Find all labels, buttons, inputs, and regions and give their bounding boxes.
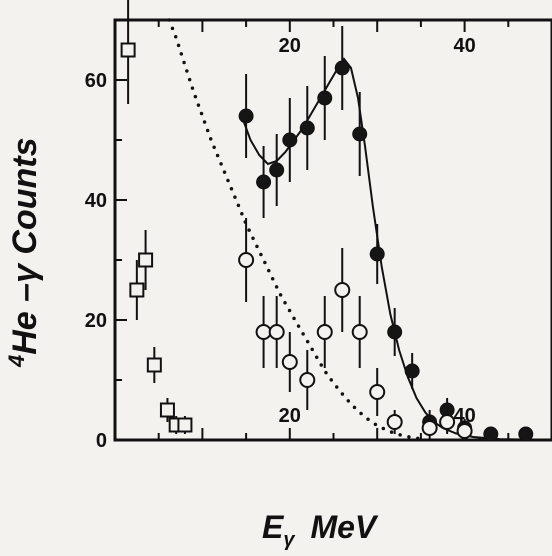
data-point-filled [238,108,254,124]
dotted-curve [167,18,423,441]
data-point-square [129,282,145,298]
data-point-filled [518,426,534,442]
data-point-square [146,357,162,373]
data-point-open [456,423,473,439]
plot-frame [113,18,552,442]
data-point-open [439,414,456,430]
data-point-filled [282,132,298,148]
fit-curves [167,18,535,441]
x-tick-label-bottom: 40 [453,405,475,427]
data-point-square [159,402,175,418]
y-tick-label: 0 [96,430,107,452]
y-axis-title: 4He –γ Counts [4,137,44,368]
data-point-filled [256,174,272,190]
x-tick-label-bottom: 20 [279,405,301,427]
data-point-filled [387,324,403,340]
y-tick-label: 20 [85,310,107,332]
y-tick-label: 40 [85,190,107,212]
x-axis-title: Eγ MeV [262,509,379,551]
data-point-open [386,414,403,430]
data-point-filled [299,120,315,136]
x-tick-label-top: 20 [279,35,301,57]
data-point-open [316,324,333,340]
y-tick-label: 60 [85,70,107,92]
tick-labels: 0 20 40 60 20 40 20 40 [85,35,476,452]
data-point-filled [404,363,420,379]
data-point-filled [317,90,333,106]
data-point-filled [369,246,385,262]
data-point-filled [269,162,285,178]
solid-curve [240,57,535,441]
data-point-square [177,417,193,433]
data-point-open [334,282,351,298]
data-point-square [138,252,154,268]
data-point-open [268,324,285,340]
data-point-open [281,354,298,370]
data-point-filled [334,60,350,76]
data-point-square [120,42,136,58]
data-point-open [255,324,272,340]
data-point-open [351,324,368,340]
x-tick-label-top: 40 [453,35,475,57]
data-point-open [299,372,316,388]
data-point-filled [483,426,499,442]
data-point-open [421,420,438,436]
data-point-open [238,252,255,268]
data-points [120,0,534,442]
data-point-open [369,384,386,400]
data-point-filled [352,126,368,142]
